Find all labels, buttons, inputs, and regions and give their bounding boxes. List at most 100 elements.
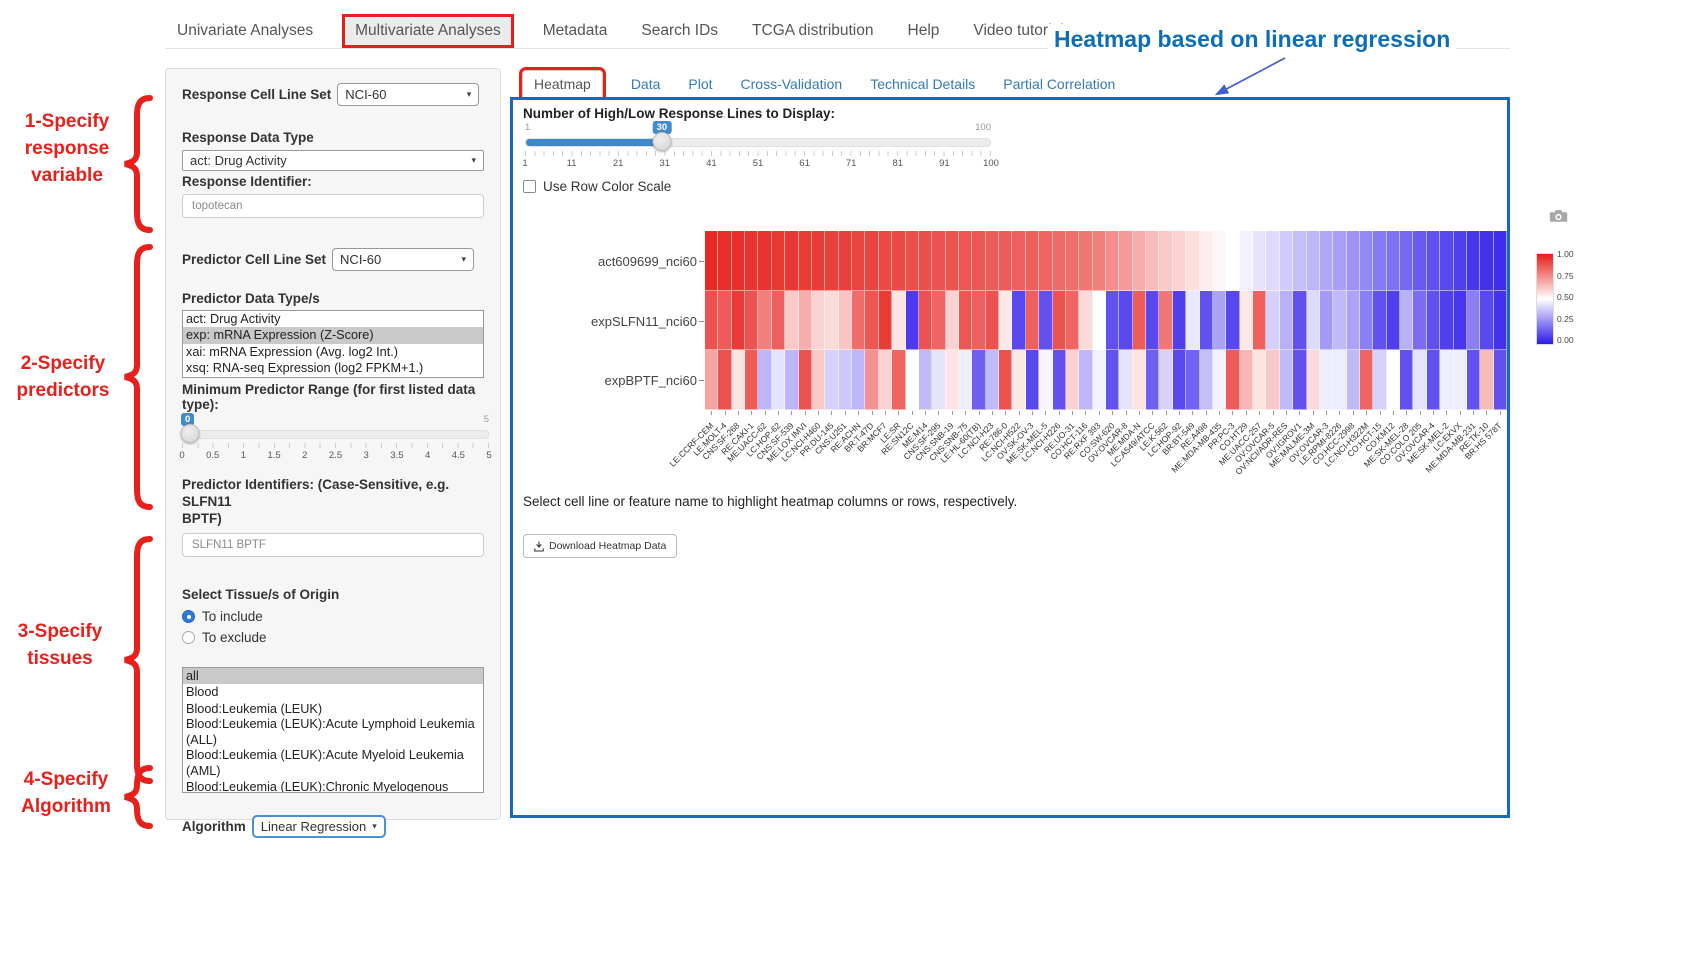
heatmap-cell-act609699_nci60-re-tk-10[interactable] [1480, 231, 1494, 291]
nav-item-help[interactable]: Help [907, 22, 940, 39]
heatmap-cell-expSLFN11_nci60-co-km12[interactable] [1386, 290, 1401, 351]
heatmap-cell-act609699_nci60-lc-nci-h322m[interactable] [1359, 231, 1374, 291]
tab-plot[interactable]: Plot [688, 76, 713, 92]
heatmap-cell-expBPTF_nci60-re-achn[interactable] [852, 350, 866, 410]
heatmap-cell-act609699_nci60-me-sk-mel-28[interactable] [1400, 231, 1414, 291]
listbox-option-blood-leukemia-leuk-chronic-myelogenous-[interactable]: Blood:Leukemia (LEUK):Chronic Myelogenou… [186, 779, 449, 793]
heatmap-cell-expBPTF_nci60-co-colo-205[interactable] [1413, 350, 1427, 410]
heatmap-cell-expBPTF_nci60-br-hs-578t[interactable] [1493, 350, 1507, 410]
tissue-listbox[interactable]: all Blood Blood:Leukemia (LEUK) Blood:Leuke… [182, 667, 484, 793]
heatmap-cell-expBPTF_nci60-ov-nci-adr-res[interactable] [1279, 350, 1294, 410]
nav-item-multivariate-analyses[interactable]: Multivariate Analyses [342, 14, 514, 48]
heatmap-cell-expSLFN11_nci60-re-uo-31[interactable] [1065, 290, 1080, 351]
heatmap-cell-act609699_nci60-le-ccrf-cem[interactable] [705, 231, 719, 291]
heatmap-cell-expBPTF_nci60-me-mda-mb-231[interactable] [1466, 350, 1481, 410]
heatmap-cell-expBPTF_nci60-re-tk-10[interactable] [1480, 350, 1494, 410]
heatmap-cell-act609699_nci60-ov-igrov1[interactable] [1293, 231, 1307, 291]
heatmap-cell-act609699_nci60-lc-nci-h23[interactable] [985, 231, 1000, 291]
heatmap-cell-expBPTF_nci60-me-lox-imvi[interactable] [798, 350, 812, 410]
heatmap-cell-expSLFN11_nci60-me-uacc-62[interactable] [758, 290, 772, 351]
heatmap-cell-act609699_nci60-lc-nci-h226[interactable] [1052, 231, 1066, 291]
heatmap-cell-act609699_nci60-me-uacc-257[interactable] [1253, 231, 1267, 291]
heatmap-cell-expBPTF_nci60-me-m14[interactable] [918, 350, 933, 410]
heatmap-cell-expBPTF_nci60-re-sn12c[interactable] [905, 350, 919, 410]
heatmap-cell-act609699_nci60-br-bt-549[interactable] [1186, 231, 1200, 291]
heatmap-cell-expSLFN11_nci60-lc-nci-h226[interactable] [1052, 290, 1066, 351]
slider-handle[interactable] [180, 424, 200, 443]
heatmap-cell-expSLFN11_nci60-co-ht29[interactable] [1239, 290, 1254, 351]
heatmap-cell-expSLFN11_nci60-me-sk-mel-5[interactable] [1039, 290, 1053, 351]
heatmap-cell-act609699_nci60-me-malme-3m[interactable] [1306, 231, 1320, 291]
heatmap-cell-expBPTF_nci60-me-uacc-257[interactable] [1253, 350, 1267, 410]
heatmap-cell-expBPTF_nci60-ov-ovcar-5[interactable] [1266, 350, 1280, 410]
predictor-identifiers-input[interactable]: SLFN11 BPTF [182, 533, 484, 557]
heatmap-cell-expSLFN11_nci60-le-k-562[interactable] [1159, 290, 1173, 351]
nav-item-metadata[interactable]: Metadata [542, 22, 608, 39]
tab-technical-details[interactable]: Technical Details [870, 76, 976, 92]
heatmap-cell-expBPTF_nci60-ov-ovcar-4[interactable] [1426, 350, 1441, 410]
listbox-option-act-drug-activity[interactable]: act: Drug Activity [186, 312, 281, 326]
tab-cross-validation[interactable]: Cross-Validation [740, 76, 843, 92]
heatmap-cell-expBPTF_nci60-me-mda-n[interactable] [1132, 350, 1147, 410]
heatmap-cell-expSLFN11_nci60-lc-ekvx[interactable] [1453, 290, 1467, 351]
heatmap-cell-act609699_nci60-cns-u251[interactable] [838, 231, 853, 291]
nav-item-tcga-distribution[interactable]: TCGA distribution [752, 22, 874, 39]
heatmap-row-label-act609699-nci60[interactable]: act609699_nci60 [597, 254, 697, 269]
listbox-option-blood-leukemia-leuk-acute-myeloid-leukem[interactable]: Blood:Leukemia (LEUK):Acute Myeloid Leuk… [186, 748, 464, 778]
heatmap-cell-expSLFN11_nci60-br-t-47d[interactable] [865, 290, 879, 351]
heatmap-cell-expBPTF_nci60-ov-sk-ov-3[interactable] [1025, 350, 1040, 410]
response-data-type-select[interactable]: act: Drug Activity ▾ [182, 150, 484, 171]
heatmap-cell-act609699_nci60-co-hct-116[interactable] [1079, 231, 1093, 291]
listbox-option-xsq-rna-seq-expression-log2-fpkm-1[interactable]: xsq: RNA-seq Expression (log2 FPKM+1.) [186, 361, 424, 376]
heatmap-cell-expSLFN11_nci60-le-ccrf-cem[interactable] [705, 290, 719, 351]
lines-slider[interactable]: 1 100 30 1 11 21 31 41 51 61 71 81 91 100 [522, 121, 999, 170]
heatmap-cell-act609699_nci60-ov-ovcar-8[interactable] [1119, 231, 1133, 291]
heatmap-cell-expBPTF_nci60-le-molt-4[interactable] [718, 350, 732, 410]
heatmap-cell-expSLFN11_nci60-re-rxf-393[interactable] [1092, 290, 1106, 351]
listbox-option-blood-leukemia-leuk-acute-lymphoid-leuke[interactable]: Blood:Leukemia (LEUK):Acute Lymphoid Leu… [186, 717, 475, 747]
heatmap-cell-expSLFN11_nci60-co-colo-205[interactable] [1413, 290, 1427, 351]
heatmap-cell-expBPTF_nci60-pr-pc-3[interactable] [1226, 350, 1240, 410]
predictor-data-types-listbox[interactable]: act: Drug Activity exp: mRNA Expression (… [182, 310, 484, 378]
heatmap-cell-expSLFN11_nci60-re-sn12c[interactable] [905, 290, 919, 351]
heatmap-cell-expSLFN11_nci60-ov-ovcar-3[interactable] [1319, 290, 1334, 351]
heatmap-cell-expBPTF_nci60-re-786-0[interactable] [999, 350, 1013, 410]
heatmap-cell-act609699_nci60-co-hcc-2998[interactable] [1346, 231, 1360, 291]
predictor-cell-line-set-select[interactable]: NCI-60 ▾ [332, 248, 475, 271]
heatmap-cell-expSLFN11_nci60-cns-u251[interactable] [838, 290, 853, 351]
heatmap-cell-expBPTF_nci60-co-hcc-2998[interactable] [1346, 350, 1360, 410]
heatmap-cell-act609699_nci60-co-colo-205[interactable] [1413, 231, 1427, 291]
heatmap-cell-expBPTF_nci60-re-a498[interactable] [1199, 350, 1213, 410]
heatmap-cell-expSLFN11_nci60-lc-nci-h522[interactable] [1012, 290, 1026, 351]
heatmap-cell-expBPTF_nci60-re-caki-1[interactable] [745, 350, 759, 410]
heatmap-cell-act609699_nci60-me-mda-mb-435[interactable] [1212, 231, 1227, 291]
heatmap-cell-act609699_nci60-re-rxf-393[interactable] [1092, 231, 1106, 291]
heatmap-cell-act609699_nci60-cns-sf-268[interactable] [731, 231, 746, 291]
heatmap-cell-expSLFN11_nci60-me-mda-mb-231[interactable] [1466, 290, 1481, 351]
heatmap-cell-expSLFN11_nci60-me-m14[interactable] [918, 290, 933, 351]
tab-heatmap[interactable]: Heatmap [519, 67, 606, 101]
heatmap-cell-expSLFN11_nci60-me-lox-imvi[interactable] [798, 290, 812, 351]
heatmap-cell-expBPTF_nci60-ov-ovcar-3[interactable] [1319, 350, 1334, 410]
slider-handle[interactable] [652, 132, 672, 151]
heatmap-cell-act609699_nci60-lc-hop-62[interactable] [771, 231, 786, 291]
heatmap-cell-expBPTF_nci60-lc-nci-h460[interactable] [811, 350, 826, 410]
heatmap-cell-act609699_nci60-lc-nci-h522[interactable] [1012, 231, 1026, 291]
heatmap-cell-act609699_nci60-me-sk-mel-2[interactable] [1440, 231, 1454, 291]
heatmap-cell-expSLFN11_nci60-lc-nci-h322m[interactable] [1359, 290, 1374, 351]
min-predictor-range-slider[interactable]: 5 0 0 0.5 1 1.5 2 2.5 3 3.5 4 4.5 5 [179, 413, 492, 462]
heatmap-cell-expSLFN11_nci60-ov-ovcar-8[interactable] [1119, 290, 1133, 351]
heatmap-cell-act609699_nci60-cns-snb-75[interactable] [958, 231, 973, 291]
heatmap-cell-act609699_nci60-br-t-47d[interactable] [865, 231, 879, 291]
heatmap-cell-expBPTF_nci60-br-bt-549[interactable] [1186, 350, 1200, 410]
heatmap-cell-act609699_nci60-ov-ovcar-3[interactable] [1319, 231, 1334, 291]
heatmap-cell-expBPTF_nci60-lc-hop-62[interactable] [771, 350, 786, 410]
heatmap-cell-expSLFN11_nci60-cns-sf-268[interactable] [731, 290, 746, 351]
heatmap-cell-act609699_nci60-lc-nci-h460[interactable] [811, 231, 826, 291]
heatmap-cell-expSLFN11_nci60-le-hl-60-tb[interactable] [972, 290, 986, 351]
heatmap-cell-expBPTF_nci60-co-hct-15[interactable] [1373, 350, 1387, 410]
heatmap-cell-expBPTF_nci60-lc-nci-h522[interactable] [1012, 350, 1026, 410]
heatmap-cell-expSLFN11_nci60-me-mda-mb-435[interactable] [1212, 290, 1227, 351]
heatmap-cell-act609699_nci60-le-hl-60-tb[interactable] [972, 231, 986, 291]
heatmap-cell-expSLFN11_nci60-lc-nci-h460[interactable] [811, 290, 826, 351]
